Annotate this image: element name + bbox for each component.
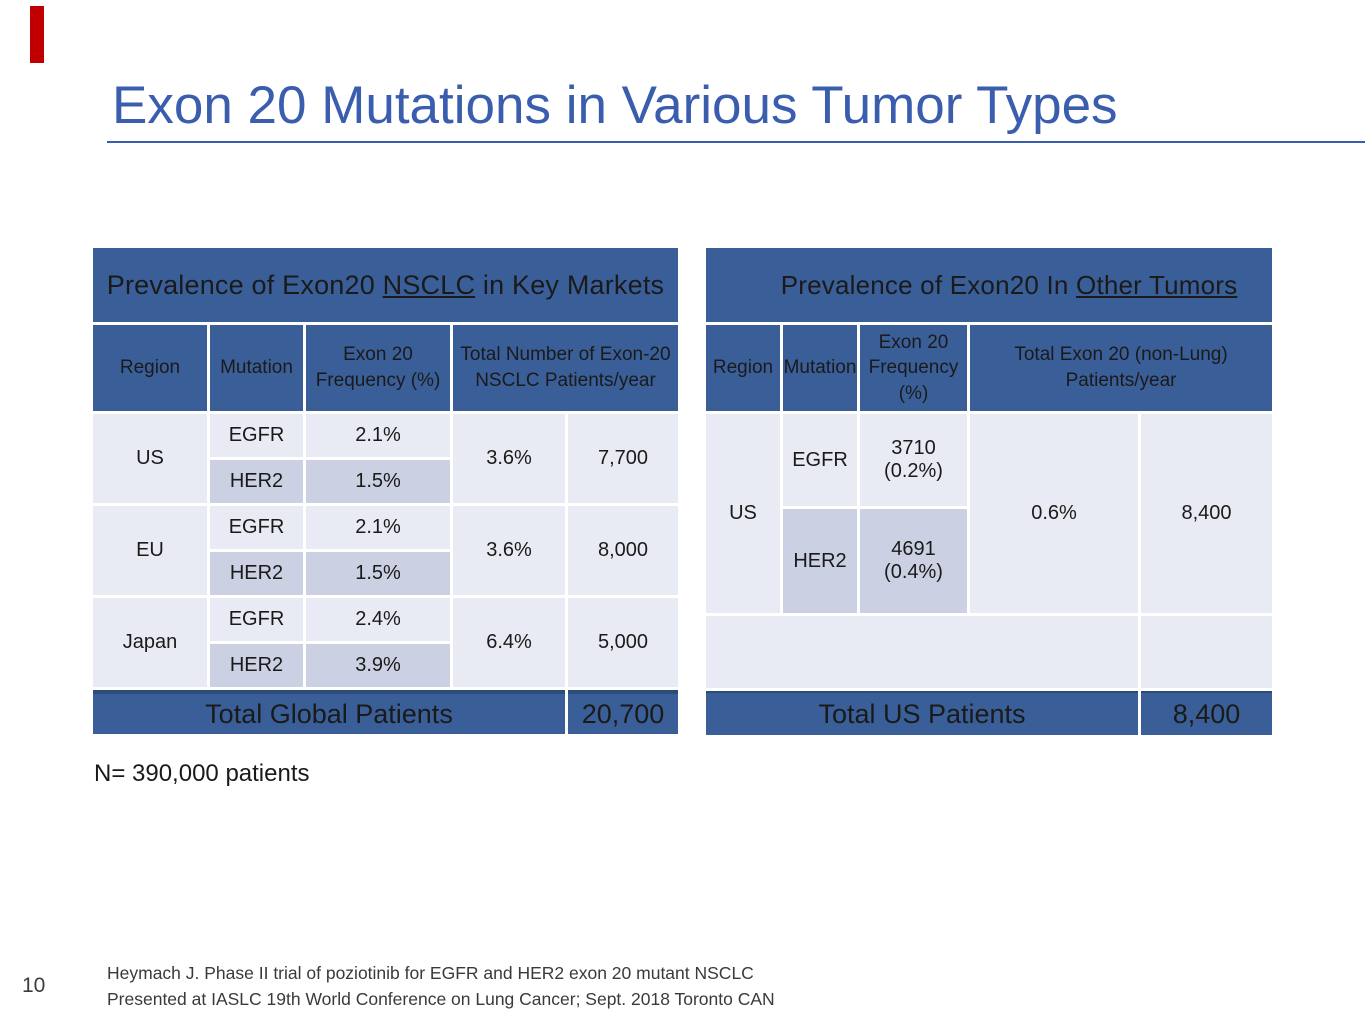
page-number: 10 [22,974,46,997]
patients-cell: 7,700 [568,414,678,503]
nsclc-header-total: Total Number of Exon-20 NSCLC Patients/y… [453,325,678,411]
other-header-region: Region [706,325,780,411]
other-header-frequency: Exon 20 Frequency (%) [860,325,967,411]
patients-cell: 5,000 [568,598,678,687]
frequency-cell: 4691 (0.4%) [860,509,967,613]
nsclc-title-underlined: NSCLC [382,269,476,300]
mutation-cell: HER2 [210,552,303,595]
nsclc-table-title: Prevalence of Exon20 NSCLC in Key Market… [93,248,678,322]
mutation-cell: EGFR [783,414,857,506]
nsclc-prevalence-table: Prevalence of Exon20 NSCLC in Key Market… [90,245,681,737]
frequency-cell: 2.1% [306,506,450,549]
footer-citation-line2: Presented at IASLC 19th World Conference… [107,988,775,1009]
nsclc-header-frequency: Exon 20 Frequency (%) [306,325,450,411]
other-header-total: Total Exon 20 (non-Lung) Patients/year [970,325,1273,411]
mutation-cell: EGFR [210,598,303,641]
region-cell: EU [93,506,207,595]
nsclc-header-mutation: Mutation [210,325,303,411]
slide-title: Exon 20 Mutations in Various Tumor Types [112,76,1118,135]
frequency-cell: 1.5% [306,552,450,595]
total-row-label: Total US Patients [706,691,1138,735]
combined-frequency-cell: 3.6% [453,414,565,503]
frequency-cell: 2.1% [306,414,450,457]
other-title-prefix: Prevalence of Exon20 In [780,269,1077,300]
empty-spacer-cell [1141,616,1273,688]
patients-cell: 8,000 [568,506,678,595]
frequency-cell: 3710 (0.2%) [860,414,967,506]
combined-frequency-cell: 6.4% [453,598,565,687]
total-row-label: Total Global Patients [93,690,565,734]
frequency-cell: 1.5% [306,460,450,503]
region-cell: US [93,414,207,503]
footer-citation: Heymach J. Phase II trial of poziotinib … [107,961,775,1012]
region-cell: US [706,414,780,613]
other-table-title: Prevalence of Exon20 In Other Tumors [706,248,1273,322]
other-header-mutation: Mutation [783,325,857,411]
nsclc-title-prefix: Prevalence of Exon20 [106,269,383,300]
region-cell: Japan [93,598,207,687]
sample-size-note: N= 390,000 patients [94,760,310,787]
combined-frequency-cell: 3.6% [453,506,565,595]
mutation-cell: HER2 [210,460,303,503]
combined-frequency-cell: 0.6% [970,414,1138,613]
mutation-cell: EGFR [210,414,303,457]
mutation-cell: HER2 [210,644,303,687]
total-row-value: 20,700 [568,690,678,734]
frequency-cell: 3.9% [306,644,450,687]
patients-cell: 8,400 [1141,414,1273,613]
title-underline-rule [107,141,1365,143]
frequency-cell: 2.4% [306,598,450,641]
other-tumors-prevalence-table: Prevalence of Exon20 In Other Tumors Reg… [703,245,1275,738]
mutation-cell: EGFR [210,506,303,549]
nsclc-title-suffix: in Key Markets [475,269,665,300]
footer-citation-line1: Heymach J. Phase II trial of poziotinib … [107,963,754,983]
red-accent-bar [30,6,44,63]
empty-spacer-cell [706,616,1138,688]
other-title-underlined: Other Tumors [1076,269,1238,300]
nsclc-header-region: Region [93,325,207,411]
mutation-cell: HER2 [783,509,857,613]
total-row-value: 8,400 [1141,691,1273,735]
